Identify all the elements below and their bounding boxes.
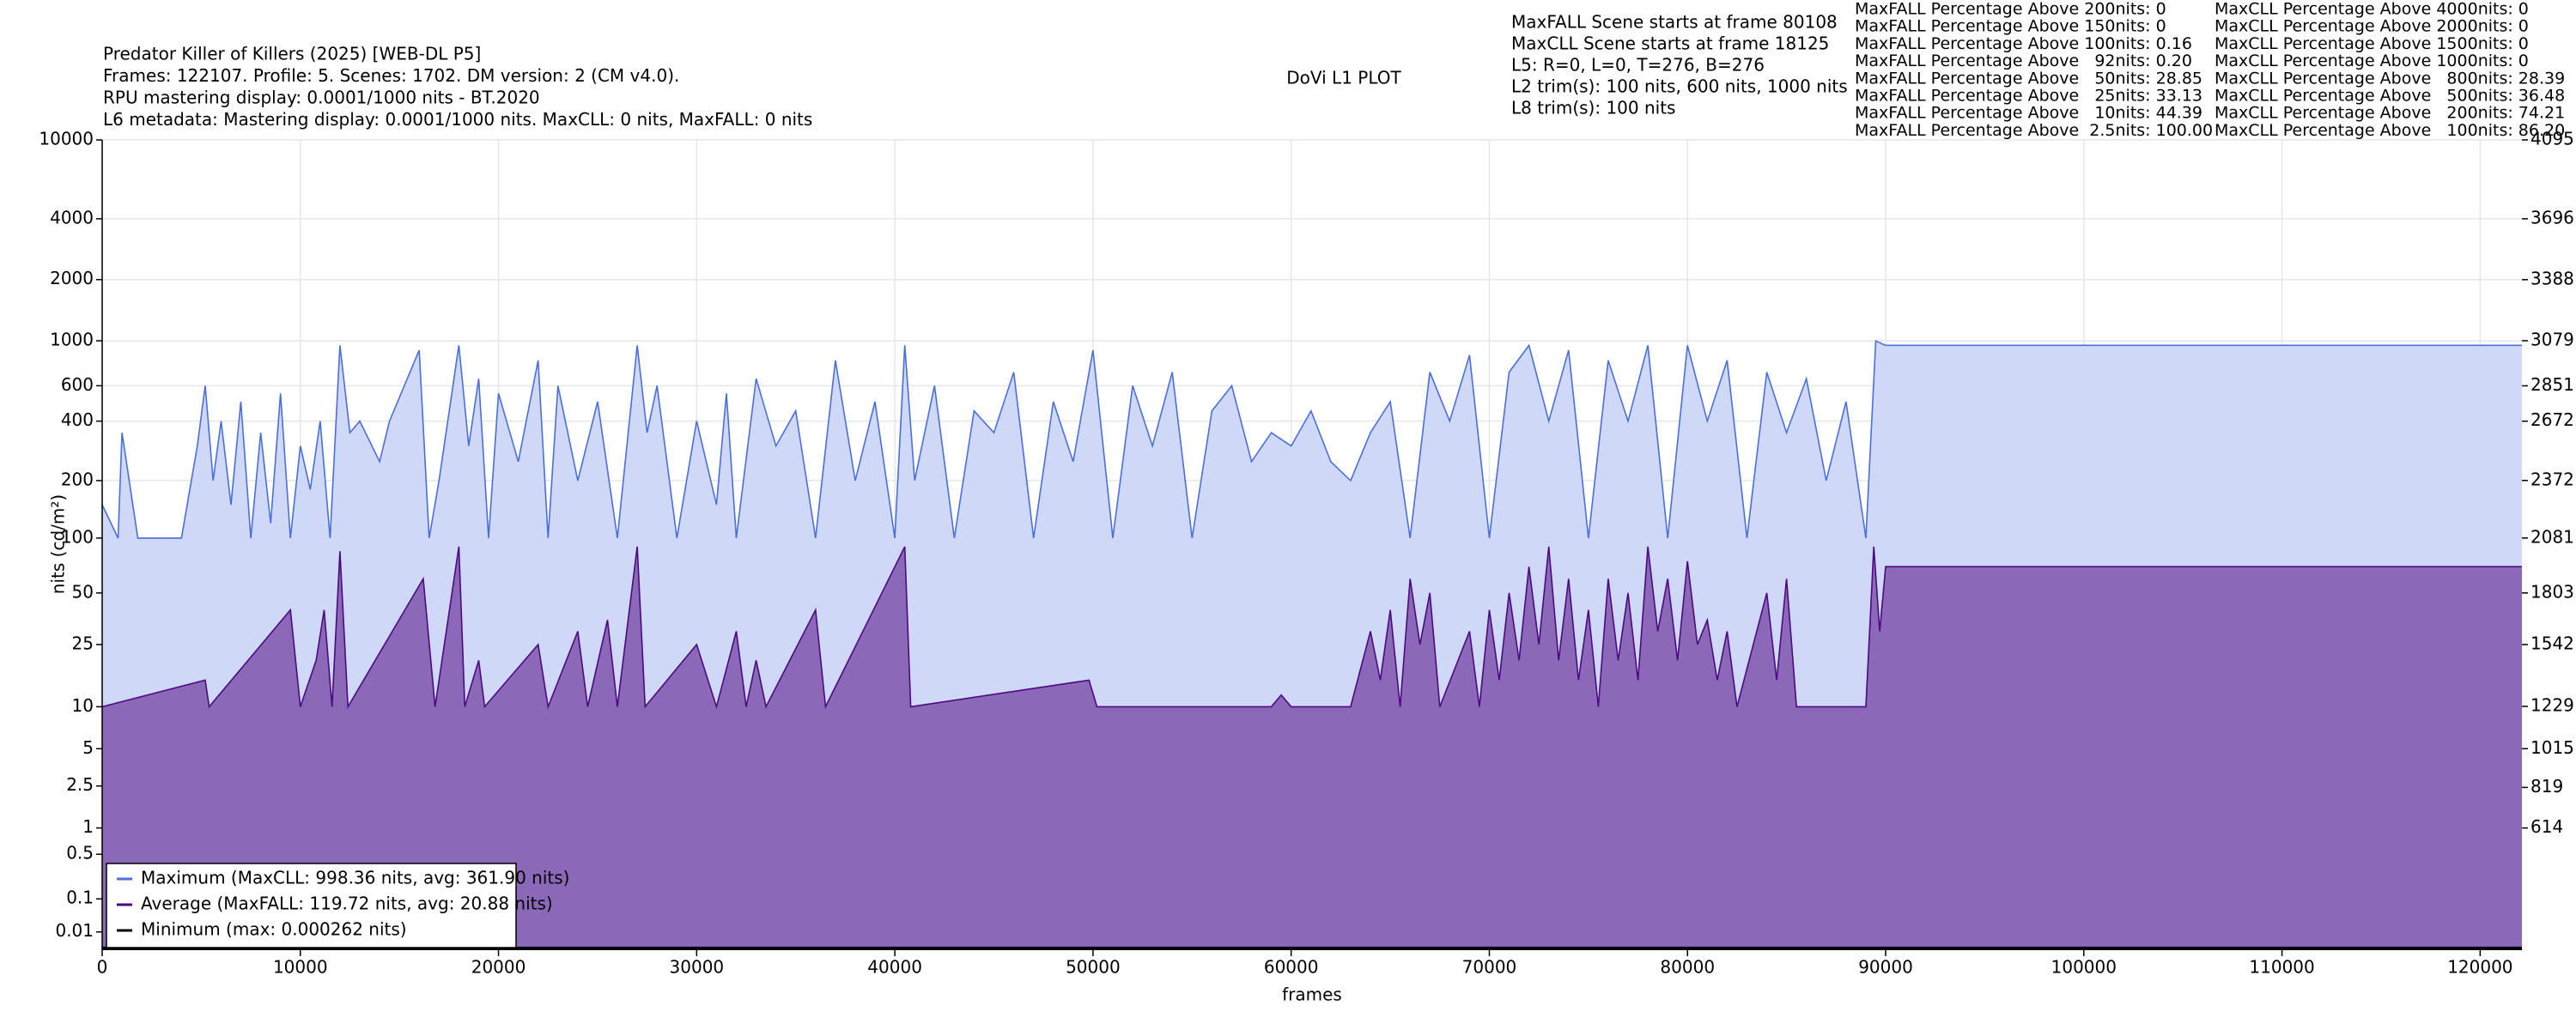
maxfall-stat: MaxFALL Percentage Above 50nits: 28.85 xyxy=(1855,69,2202,88)
series-area xyxy=(102,546,2522,949)
maxcll-stat: MaxCLL Percentage Above 100nits: 86.20 xyxy=(2215,121,2565,140)
y2-tick-label: 3388 xyxy=(2530,268,2574,288)
y2-tick-label: 1015 xyxy=(2530,737,2574,758)
maxfall-stat: MaxFALL Percentage Above 2.5nits: 100.00 xyxy=(1855,121,2213,140)
x-tick-label: 0 xyxy=(97,957,108,978)
maxcll-stat: MaxCLL Percentage Above 2000nits: 0 xyxy=(2215,17,2529,36)
series-line xyxy=(101,339,2522,539)
maxcll-stat: MaxCLL Percentage Above 500nits: 36.48 xyxy=(2215,87,2565,106)
y2-tick-label: 2672 xyxy=(2530,409,2574,430)
y-tick-label: 0.1 xyxy=(66,888,94,908)
info-line: Frames: 122107. Profile: 5. Scenes: 1702… xyxy=(103,65,679,86)
legend: Maximum (MaxCLL: 998.36 nits, avg: 361.9… xyxy=(106,863,569,948)
x-axis-label: frames xyxy=(1282,985,1342,1005)
y-tick-label: 600 xyxy=(61,374,94,395)
y-tick-label: 0.01 xyxy=(55,920,94,941)
scene-info: L5: R=0, L=0, T=276, B=276 xyxy=(1511,55,1765,76)
y-tick-label: 50 xyxy=(72,581,94,602)
maxfall-stat: MaxFALL Percentage Above 100nits: 0.16 xyxy=(1855,34,2192,53)
legend-label: Average (MaxFALL: 119.72 nits, avg: 20.8… xyxy=(141,894,553,914)
maxcll-stat: MaxCLL Percentage Above 1500nits: 0 xyxy=(2215,34,2529,53)
maxfall-stat: MaxFALL Percentage Above 92nits: 0.20 xyxy=(1855,52,2192,70)
scene-info: L8 trim(s): 100 nits xyxy=(1511,98,1675,118)
x-tick-label: 10000 xyxy=(273,957,328,978)
y2-tick-label: 1229 xyxy=(2530,694,2574,715)
legend-label: Maximum (MaxCLL: 998.36 nits, avg: 361.9… xyxy=(141,868,569,888)
y-tick-label: 1 xyxy=(82,816,94,837)
x-tick-label: 30000 xyxy=(670,957,725,978)
y2-tick-label: 3079 xyxy=(2530,329,2574,349)
y-tick-label: 1000 xyxy=(50,330,94,350)
x-tick-label: 110000 xyxy=(2249,957,2314,978)
y2-tick-label: 1542 xyxy=(2530,633,2574,653)
maxfall-stat: MaxFALL Percentage Above 150nits: 0 xyxy=(1855,17,2166,36)
info-line: Predator Killer of Killers (2025) [WEB-D… xyxy=(103,44,481,64)
x-tick-label: 80000 xyxy=(1660,957,1715,978)
y2-tick-label: 2372 xyxy=(2530,469,2574,489)
legend-label: Minimum (max: 0.000262 nits) xyxy=(141,919,407,940)
y2-tick-label: 4095 xyxy=(2530,129,2574,149)
maxcll-stat: MaxCLL Percentage Above 4000nits: 0 xyxy=(2215,0,2529,19)
y2-tick-label: 2851 xyxy=(2530,374,2574,395)
y-tick-label: 100 xyxy=(61,526,94,547)
info-line: L6 metadata: Mastering display: 0.0001/1… xyxy=(103,109,812,130)
y-tick-label: 5 xyxy=(82,737,94,758)
chart-title: DoVi L1 PLOT xyxy=(1286,68,1401,88)
y-tick-label: 400 xyxy=(61,409,94,430)
y2-tick-label: 614 xyxy=(2530,816,2563,837)
maxfall-stat: MaxFALL Percentage Above 200nits: 0 xyxy=(1855,0,2166,19)
y-axis-label: nits (cd/m²) xyxy=(48,494,69,594)
y2-tick-label: 2081 xyxy=(2530,526,2574,547)
y-tick-label: 0.5 xyxy=(66,843,94,863)
y2-tick-label: 819 xyxy=(2530,776,2563,797)
legend-box xyxy=(106,863,517,948)
maxcll-stat: MaxCLL Percentage Above 800nits: 28.39 xyxy=(2215,69,2565,88)
series-line xyxy=(101,546,2522,710)
y2-tick-label: 3696 xyxy=(2530,207,2574,227)
x-tick-label: 40000 xyxy=(867,957,922,978)
scene-info: L2 trim(s): 100 nits, 600 nits, 1000 nit… xyxy=(1511,76,1848,97)
maxcll-stat: MaxCLL Percentage Above 200nits: 74.21 xyxy=(2215,104,2565,123)
y-tick-label: 10000 xyxy=(39,129,94,149)
y2-tick-label: 1803 xyxy=(2530,581,2574,602)
y-tick-label: 2000 xyxy=(50,268,94,288)
info-line: RPU mastering display: 0.0001/1000 nits … xyxy=(103,88,540,108)
y-tick-label: 2.5 xyxy=(66,774,94,795)
maxfall-stat: MaxFALL Percentage Above 10nits: 44.39 xyxy=(1855,104,2202,123)
x-tick-label: 120000 xyxy=(2447,957,2512,978)
y-tick-label: 10 xyxy=(72,695,94,716)
x-tick-label: 70000 xyxy=(1462,957,1517,978)
scene-info: MaxFALL Scene starts at frame 80108 xyxy=(1511,12,1838,33)
y-tick-label: 200 xyxy=(61,469,94,489)
y-tick-label: 4000 xyxy=(50,207,94,227)
y-tick-label: 25 xyxy=(72,633,94,653)
x-tick-label: 20000 xyxy=(471,957,526,978)
x-tick-label: 90000 xyxy=(1858,957,1913,978)
maxcll-stat: MaxCLL Percentage Above 1000nits: 0 xyxy=(2215,52,2529,70)
x-tick-label: 50000 xyxy=(1066,957,1121,978)
x-tick-label: 60000 xyxy=(1264,957,1319,978)
maxfall-stat: MaxFALL Percentage Above 25nits: 33.13 xyxy=(1855,87,2202,106)
x-tick-label: 100000 xyxy=(2051,957,2117,978)
scene-info: MaxCLL Scene starts at frame 18125 xyxy=(1511,33,1829,54)
